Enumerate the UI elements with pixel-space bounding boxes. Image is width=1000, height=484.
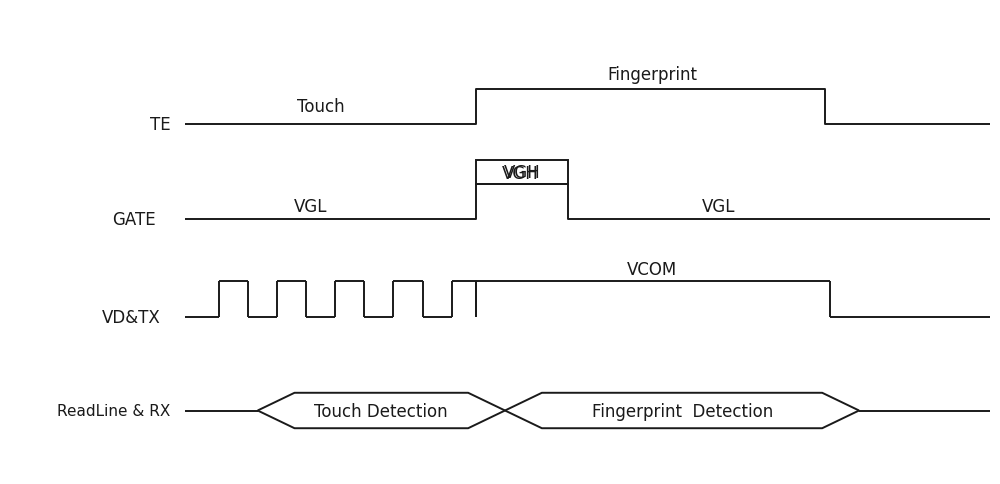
Text: VGL: VGL [294, 197, 328, 215]
Text: Touch Detection: Touch Detection [314, 402, 448, 420]
Text: GATE: GATE [112, 211, 156, 228]
Text: VGH: VGH [502, 165, 539, 182]
Text: Fingerprint  Detection: Fingerprint Detection [592, 402, 773, 420]
Text: ReadLine & RX: ReadLine & RX [57, 403, 170, 418]
Text: TE: TE [150, 116, 170, 134]
Text: VGL: VGL [702, 197, 735, 215]
Text: Fingerprint: Fingerprint [607, 65, 697, 84]
Bar [476, 160, 568, 184]
Text: VD&TX: VD&TX [102, 308, 161, 326]
Text: VGH: VGH [504, 164, 540, 182]
Text: VCOM: VCOM [627, 260, 678, 278]
Text: Touch: Touch [297, 98, 345, 116]
